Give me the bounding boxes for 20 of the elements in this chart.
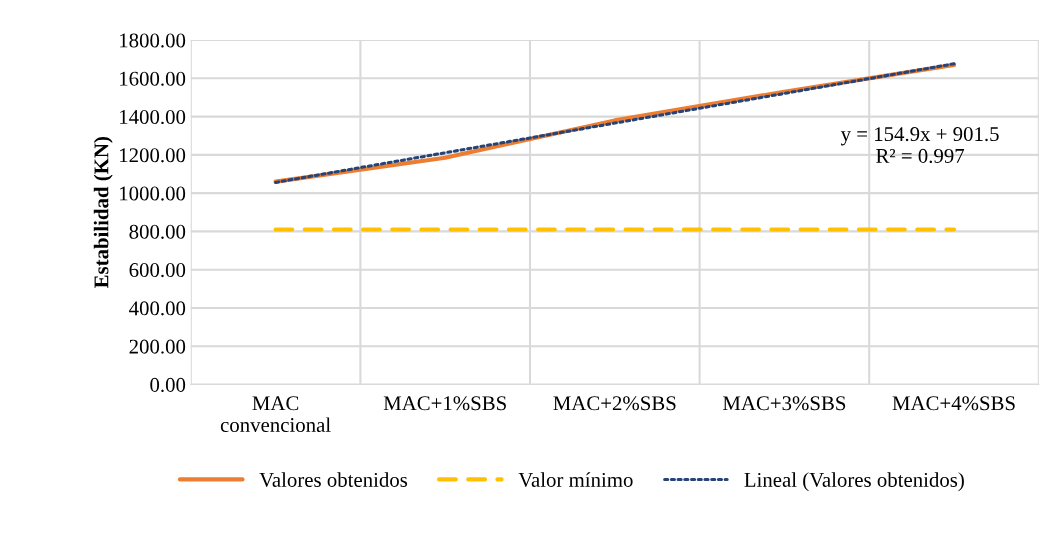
y-tick-label: 800.00 xyxy=(129,224,186,239)
legend-label: Valor mínimo xyxy=(518,472,633,488)
y-tick-label: 0.00 xyxy=(150,377,186,392)
y-tick-label: 600.00 xyxy=(129,263,186,278)
y-axis-title: Estabilidad (KN) xyxy=(93,137,113,289)
x-tick-label: MAC convencional xyxy=(220,396,331,433)
x-tick-label: MAC+1%SBS xyxy=(383,396,506,411)
legend-label: Lineal (Valores obtenidos) xyxy=(744,472,964,492)
legend-label: Valores obtenidos xyxy=(259,472,408,488)
y-tick-label: 200.00 xyxy=(129,339,186,354)
y-tick-label: 1200.00 xyxy=(120,148,186,163)
y-tick-label: 1600.00 xyxy=(120,71,186,86)
y-tick-label: 1000.00 xyxy=(120,186,186,201)
x-tick-label: MAC+4%SBS xyxy=(892,396,1015,411)
x-tick-label: MAC+3%SBS xyxy=(722,396,846,411)
y-tick-label: 400.00 xyxy=(129,301,186,316)
annotation: y = 154.9x + 901.5 R² = 0.997 xyxy=(840,127,999,164)
y-tick-label: 1800.00 xyxy=(120,33,186,48)
y-tick-label: 1400.00 xyxy=(120,109,186,125)
x-tick-label: MAC+2%SBS xyxy=(553,396,676,411)
